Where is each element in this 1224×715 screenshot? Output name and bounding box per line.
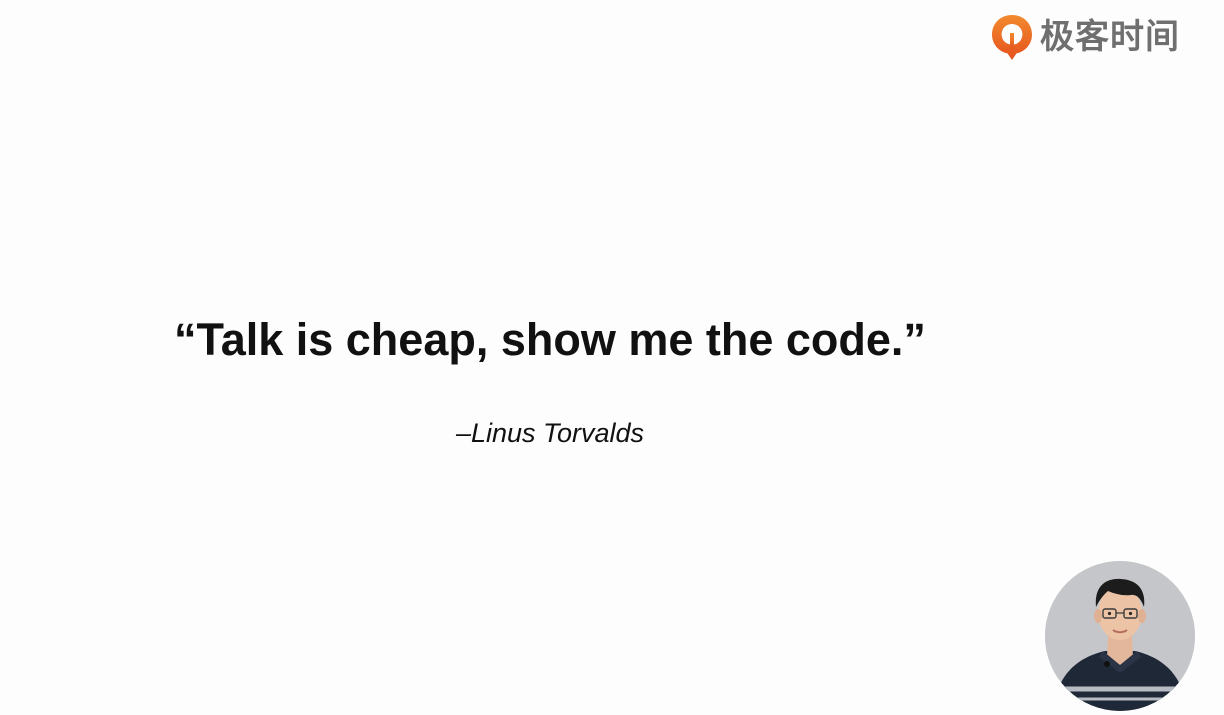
quote-attribution: –Linus Torvalds	[455, 418, 645, 448]
presenter-video-thumbnail	[1045, 561, 1195, 711]
brand-logo: 极客时间	[990, 10, 1180, 64]
quote-text: “Talk is cheap, show me the code.”	[174, 314, 926, 365]
brand-name: 极客时间	[1040, 17, 1180, 57]
presenter-video	[1045, 561, 1195, 711]
geektime-logo-icon	[992, 15, 1032, 60]
